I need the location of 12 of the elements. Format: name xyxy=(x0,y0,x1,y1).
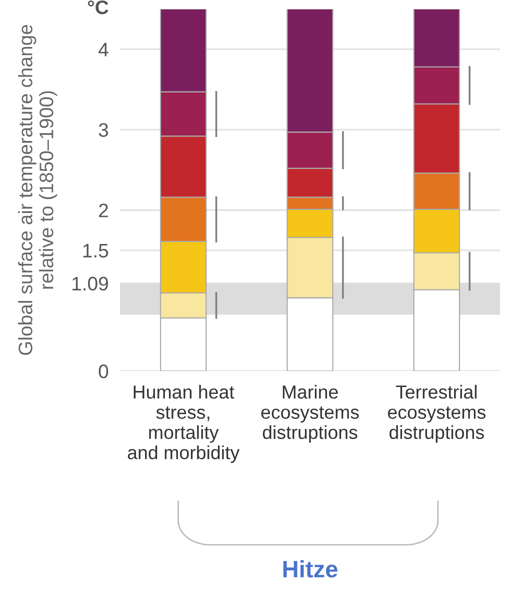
y-axis-title: Global surface air temperature change relative to (1850–1900) xyxy=(18,24,58,355)
x-tick-label: Human heat stress, mortality and morbidity xyxy=(128,384,240,463)
y-tick-label: 4 xyxy=(98,42,108,56)
y-tick-label: 1.5 xyxy=(83,244,108,258)
text: °C xyxy=(88,0,108,14)
y-tick-label: 1.09 xyxy=(72,276,108,291)
x-tick-label: Marine ecosystems distruptions xyxy=(261,384,359,443)
y-tick-label: 2 xyxy=(99,204,108,218)
y-tick-label: 3 xyxy=(98,123,108,137)
x-axis-title: Hitze xyxy=(283,560,338,578)
y-tick-label: 0 xyxy=(98,364,108,378)
x-tick-label: Terrestrial ecosystems distruptions xyxy=(388,384,486,443)
